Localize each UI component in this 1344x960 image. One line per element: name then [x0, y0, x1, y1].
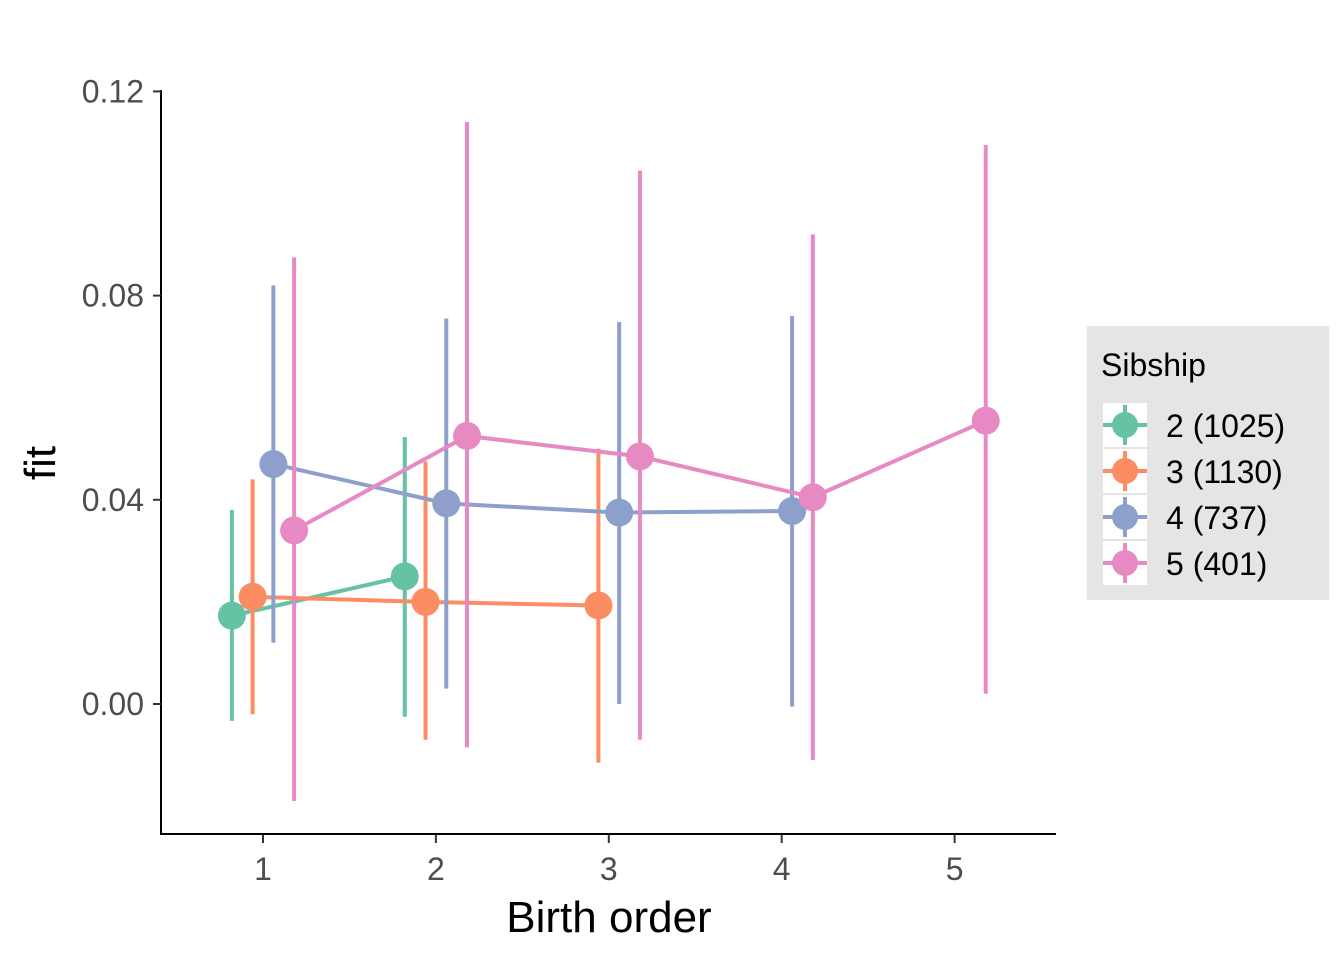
data-point: [605, 498, 634, 527]
data-point: [238, 582, 267, 611]
plot-area: [217, 122, 1000, 801]
x-tick-label: 3: [600, 851, 618, 887]
legend-item: 3 (1130): [1103, 449, 1283, 493]
data-point: [280, 516, 309, 545]
legend-label: 4 (737): [1166, 500, 1267, 536]
data-point: [432, 489, 461, 518]
legend-label: 3 (1130): [1166, 454, 1283, 490]
data-point: [584, 591, 613, 620]
series-line: [272, 462, 793, 515]
y-tick-label: 0.12: [82, 73, 144, 109]
legend-item: 2 (1025): [1103, 403, 1285, 447]
legend-item: 5 (401): [1103, 541, 1267, 585]
legend-item: 4 (737): [1103, 495, 1267, 539]
x-axis-title: Birth order: [506, 893, 711, 942]
legend-key-point: [1112, 550, 1138, 576]
legend-key-point: [1112, 504, 1138, 530]
series-line: [231, 574, 406, 618]
series-group: [259, 285, 807, 707]
y-tick-label: 0.08: [82, 278, 144, 314]
x-tick-label: 1: [254, 851, 272, 887]
y-tick-label: 0.04: [82, 482, 144, 518]
y-ticks: 0.00 0.04 0.08 0.12: [82, 73, 161, 722]
legend-label: 5 (401): [1166, 546, 1267, 582]
data-point: [971, 406, 1000, 435]
legend: Sibship 2 (1025) 3 (1130) 4 (737) 5 (401): [1087, 326, 1329, 600]
data-point: [778, 497, 807, 526]
legend-label: 2 (1025): [1166, 408, 1285, 444]
series-group: [217, 437, 419, 721]
series-group: [280, 122, 1000, 801]
x-ticks: 1 2 3 4 5: [254, 835, 963, 887]
y-tick-label: 0.00: [82, 686, 144, 722]
x-tick-label: 4: [773, 851, 791, 887]
legend-key-point: [1112, 412, 1138, 438]
data-point: [259, 450, 288, 479]
data-point: [798, 483, 827, 512]
data-point: [453, 421, 482, 450]
data-point: [411, 587, 440, 616]
x-tick-label: 5: [946, 851, 964, 887]
y-axis-title: fit: [16, 446, 65, 480]
data-point: [217, 601, 246, 630]
legend-title: Sibship: [1101, 347, 1206, 383]
data-point: [390, 562, 419, 591]
series-group: [238, 448, 613, 763]
axes: [160, 90, 1056, 835]
data-point: [625, 442, 654, 471]
x-tick-label: 2: [427, 851, 445, 887]
legend-key-point: [1112, 458, 1138, 484]
legend-items: 2 (1025) 3 (1130) 4 (737) 5 (401): [1103, 403, 1285, 585]
